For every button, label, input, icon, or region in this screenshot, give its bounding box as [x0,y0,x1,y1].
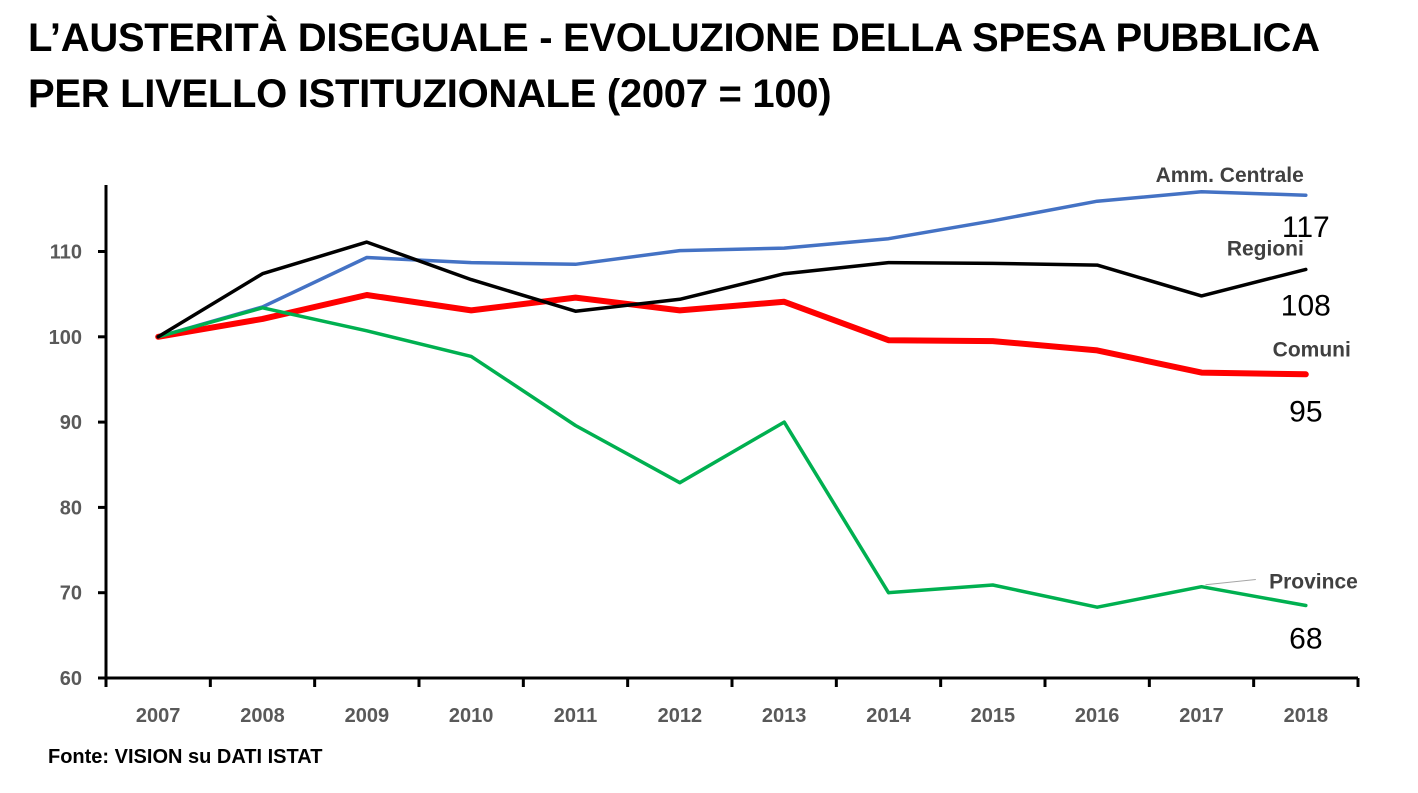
y-tick-label: 90 [60,412,82,434]
series-line-regioni [156,240,1308,339]
series-label-comuni: Comuni [1273,338,1351,361]
series-label-amm-centrale: Amm. Centrale [1156,164,1304,187]
x-tick-label: 2018 [1284,705,1329,727]
x-tick-label: 2013 [762,705,807,727]
series-lines [155,190,1309,609]
x-tick-label: 2010 [449,705,494,727]
x-tick-label: 2014 [866,705,911,727]
end-value-comuni: 95 [1289,395,1322,428]
series-line-province [156,306,1308,609]
x-tick-label: 2016 [1075,705,1120,727]
x-tick-label: 2007 [136,705,181,727]
y-tick-label: 110 [50,242,82,264]
y-tick-label: 80 [60,497,82,519]
y-tick-label: 70 [60,583,82,605]
source-note: Fonte: VISION su DATI ISTAT [48,746,323,768]
x-tick-label: 2011 [554,705,597,727]
y-tick-label: 100 [49,327,82,349]
series-line-amm-centrale [156,190,1308,339]
x-tick-label: 2012 [658,705,703,727]
series-line-comuni [155,292,1309,378]
series-label-province: Province [1269,570,1358,593]
end-value-regioni: 108 [1281,289,1331,322]
x-tick-label: 2015 [971,705,1016,727]
y-tick-label: 60 [60,668,82,690]
axes: 60 70 80 90 100 110 2007 2008 2009 2010 2011 2012 20… [49,185,1360,727]
x-tick-label: 2008 [240,705,285,727]
end-value-amm-centrale: 117 [1282,211,1330,244]
chart-title: L’AUSTERITÀ DISEGUALE - EVOLUZIONE DELLA… [28,16,1319,116]
end-value-province: 68 [1289,622,1322,655]
x-tick-label: 2009 [345,705,390,727]
series-label-regioni: Regioni [1227,237,1304,260]
province-leader-line [1205,578,1256,586]
x-tick-label: 2017 [1179,705,1224,727]
